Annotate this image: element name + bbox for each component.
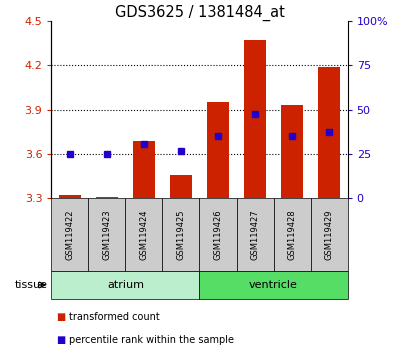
- Text: GSM119425: GSM119425: [177, 209, 186, 260]
- Text: GSM119424: GSM119424: [139, 209, 149, 260]
- Bar: [59, 195, 81, 198]
- Bar: [281, 105, 303, 198]
- Text: atrium: atrium: [107, 280, 144, 290]
- Bar: [207, 102, 229, 198]
- Text: GSM119428: GSM119428: [288, 209, 297, 260]
- Text: ■: ■: [56, 335, 66, 345]
- Text: GSM119429: GSM119429: [325, 209, 334, 260]
- Bar: [96, 197, 118, 198]
- Text: ventricle: ventricle: [249, 280, 298, 290]
- Text: GSM119422: GSM119422: [65, 209, 74, 260]
- Text: transformed count: transformed count: [69, 312, 160, 322]
- Title: GDS3625 / 1381484_at: GDS3625 / 1381484_at: [115, 5, 284, 21]
- Text: ■: ■: [56, 312, 66, 322]
- Bar: [244, 40, 266, 198]
- Bar: [133, 141, 155, 198]
- Text: GSM119426: GSM119426: [213, 209, 222, 260]
- Text: percentile rank within the sample: percentile rank within the sample: [69, 335, 234, 345]
- Bar: [318, 67, 340, 198]
- Text: GSM119427: GSM119427: [250, 209, 260, 260]
- Text: GSM119423: GSM119423: [102, 209, 111, 260]
- Bar: [170, 175, 192, 198]
- Text: tissue: tissue: [14, 280, 47, 290]
